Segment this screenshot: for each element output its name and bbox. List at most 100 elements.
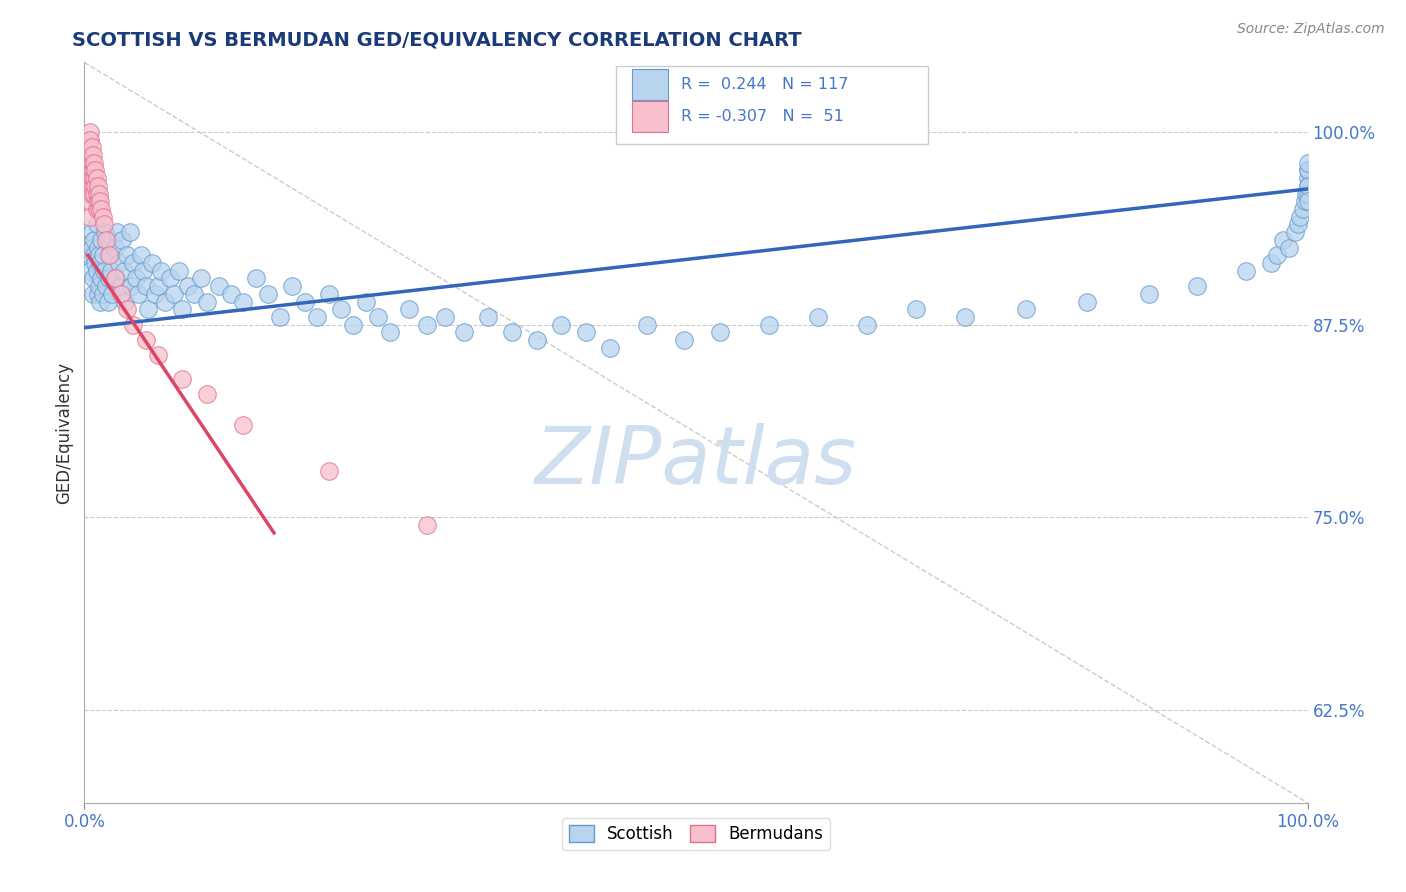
Point	[86, 218, 108, 232]
Point	[232, 294, 254, 309]
Point	[318, 464, 340, 478]
Point	[82, 271, 104, 285]
Point	[97, 248, 120, 262]
Point	[636, 318, 658, 332]
Point	[84, 256, 107, 270]
Point	[1286, 218, 1309, 232]
Point	[245, 271, 267, 285]
Point	[232, 417, 254, 432]
Point	[77, 140, 100, 154]
Point	[135, 279, 157, 293]
Point	[190, 271, 212, 285]
Point	[150, 263, 173, 277]
Point	[354, 294, 377, 309]
Point	[79, 210, 101, 224]
Point	[100, 263, 122, 277]
Point	[83, 155, 105, 169]
Point	[87, 279, 110, 293]
Point	[94, 225, 117, 239]
Point	[575, 326, 598, 340]
Point	[83, 186, 105, 201]
Point	[380, 326, 402, 340]
Point	[1296, 155, 1319, 169]
Text: Source: ZipAtlas.com: Source: ZipAtlas.com	[1237, 22, 1385, 37]
Point	[93, 218, 115, 232]
Point	[1076, 294, 1098, 309]
Point	[1296, 194, 1319, 209]
Point	[318, 286, 340, 301]
Y-axis label: GED/Equivalency: GED/Equivalency	[55, 361, 73, 504]
Point	[758, 318, 780, 332]
Point	[281, 279, 304, 293]
Point	[104, 271, 127, 285]
Point	[122, 256, 145, 270]
Point	[1296, 178, 1319, 193]
Point	[416, 318, 439, 332]
Point	[453, 326, 475, 340]
Point	[90, 233, 112, 247]
Point	[77, 155, 100, 169]
Point	[91, 210, 114, 224]
Text: SCOTTISH VS BERMUDAN GED/EQUIVALENCY CORRELATION CHART: SCOTTISH VS BERMUDAN GED/EQUIVALENCY COR…	[72, 30, 801, 50]
Point	[477, 310, 499, 324]
Point	[153, 294, 176, 309]
Point	[79, 248, 101, 262]
Point	[83, 233, 105, 247]
Point	[79, 163, 101, 178]
Point	[97, 271, 120, 285]
Point	[120, 279, 142, 293]
Point	[342, 318, 364, 332]
Point	[91, 248, 114, 262]
Point	[79, 125, 101, 139]
Point	[709, 326, 731, 340]
Point	[98, 248, 121, 262]
Point	[87, 240, 110, 254]
Point	[135, 333, 157, 347]
Point	[434, 310, 457, 324]
Point	[82, 178, 104, 193]
Point	[183, 286, 205, 301]
Point	[96, 279, 118, 293]
Point	[330, 302, 353, 317]
Point	[143, 286, 166, 301]
Point	[502, 326, 524, 340]
Point	[77, 148, 100, 162]
Point	[80, 186, 103, 201]
Point	[1294, 194, 1316, 209]
Point	[89, 256, 111, 270]
Point	[87, 194, 110, 209]
Point	[219, 286, 242, 301]
Point	[96, 233, 118, 247]
Point	[672, 333, 695, 347]
Point	[87, 202, 110, 216]
Point	[1292, 202, 1315, 216]
Point	[118, 225, 141, 239]
Point	[87, 178, 110, 193]
Point	[257, 286, 280, 301]
Point	[80, 140, 103, 154]
Point	[105, 225, 128, 239]
Point	[115, 248, 138, 262]
Text: R =  0.244   N = 117: R = 0.244 N = 117	[682, 77, 849, 92]
Point	[1295, 186, 1317, 201]
Point	[115, 302, 138, 317]
Point	[110, 279, 132, 293]
Point	[1284, 225, 1306, 239]
Point	[77, 171, 100, 186]
Point	[398, 302, 420, 317]
Point	[87, 248, 110, 262]
Point	[1187, 279, 1209, 293]
Point	[122, 318, 145, 332]
Point	[127, 286, 149, 301]
Point	[599, 341, 621, 355]
Point	[83, 248, 105, 262]
FancyBboxPatch shape	[616, 66, 928, 144]
Point	[294, 294, 316, 309]
Point	[86, 186, 108, 201]
Point	[1260, 256, 1282, 270]
Point	[208, 279, 231, 293]
Point	[146, 279, 169, 293]
Point	[367, 310, 389, 324]
Point	[89, 194, 111, 209]
Point	[1296, 163, 1319, 178]
